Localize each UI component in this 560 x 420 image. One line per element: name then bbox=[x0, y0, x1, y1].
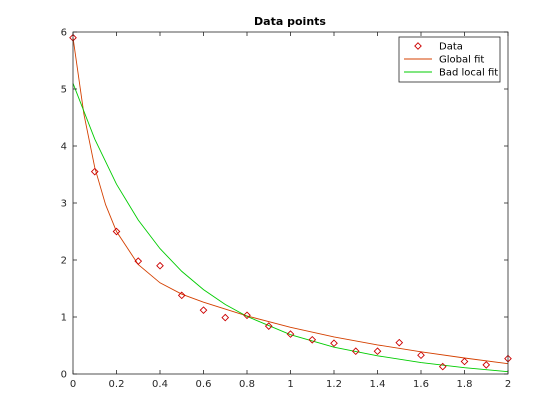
data-point bbox=[112, 227, 121, 236]
data-point bbox=[308, 335, 317, 344]
data-point bbox=[134, 257, 143, 265]
legend-label: Data bbox=[439, 42, 463, 53]
y-tick-label: 4 bbox=[61, 142, 67, 153]
data-point bbox=[264, 322, 273, 330]
y-tick-label: 0 bbox=[61, 370, 67, 381]
legend: Data Global fit Bad local fit bbox=[398, 36, 501, 83]
x-tick-label: 1.6 bbox=[413, 379, 429, 390]
series-line-2 bbox=[72, 83, 509, 373]
data-point bbox=[221, 313, 230, 322]
x-tick-label: 2 bbox=[505, 379, 511, 390]
y-tick-label: 5 bbox=[61, 85, 67, 96]
data-point bbox=[373, 347, 382, 356]
x-tick-label: 0.6 bbox=[196, 379, 212, 390]
chart-title: Data points bbox=[254, 15, 326, 28]
x-tick-label: 1.8 bbox=[457, 379, 473, 390]
data-point bbox=[438, 362, 447, 371]
data-point bbox=[395, 338, 404, 347]
data-point bbox=[286, 330, 295, 338]
data-point bbox=[482, 361, 491, 369]
y-tick-label: 3 bbox=[61, 199, 67, 210]
legend-label: Bad local fit bbox=[439, 68, 498, 79]
y-tick-label: 1 bbox=[61, 313, 67, 324]
x-tick-label: 1.2 bbox=[326, 379, 342, 390]
x-tick-label: 1 bbox=[287, 379, 293, 390]
data-point bbox=[90, 167, 99, 176]
series-layer bbox=[69, 33, 512, 373]
data-point bbox=[417, 351, 425, 360]
y-tick-label: 2 bbox=[61, 256, 67, 267]
legend-label: Global fit bbox=[439, 55, 484, 66]
x-tick-label: 0 bbox=[70, 379, 76, 390]
series-line-1 bbox=[72, 37, 509, 365]
x-tick-label: 0.2 bbox=[109, 379, 125, 390]
data-point bbox=[330, 339, 338, 348]
data-point bbox=[199, 306, 208, 314]
axes-layer: 0 0.2 0.4 0.6 0.8 1 1.2 1.4 1.6 1.8 2 0 1 2 3 4 5 6 bbox=[61, 28, 512, 391]
x-tick-label: 0.8 bbox=[239, 379, 255, 390]
x-tick-label: 1.4 bbox=[370, 379, 386, 390]
data-point bbox=[351, 347, 360, 356]
data-point bbox=[460, 357, 469, 366]
data-point bbox=[156, 261, 164, 270]
data-point bbox=[177, 291, 186, 300]
data-point bbox=[243, 311, 251, 320]
plot-background bbox=[73, 32, 508, 374]
legend-marker-data bbox=[414, 42, 422, 50]
x-tick-label: 0.4 bbox=[152, 379, 168, 390]
y-tick-label: 6 bbox=[61, 28, 67, 39]
